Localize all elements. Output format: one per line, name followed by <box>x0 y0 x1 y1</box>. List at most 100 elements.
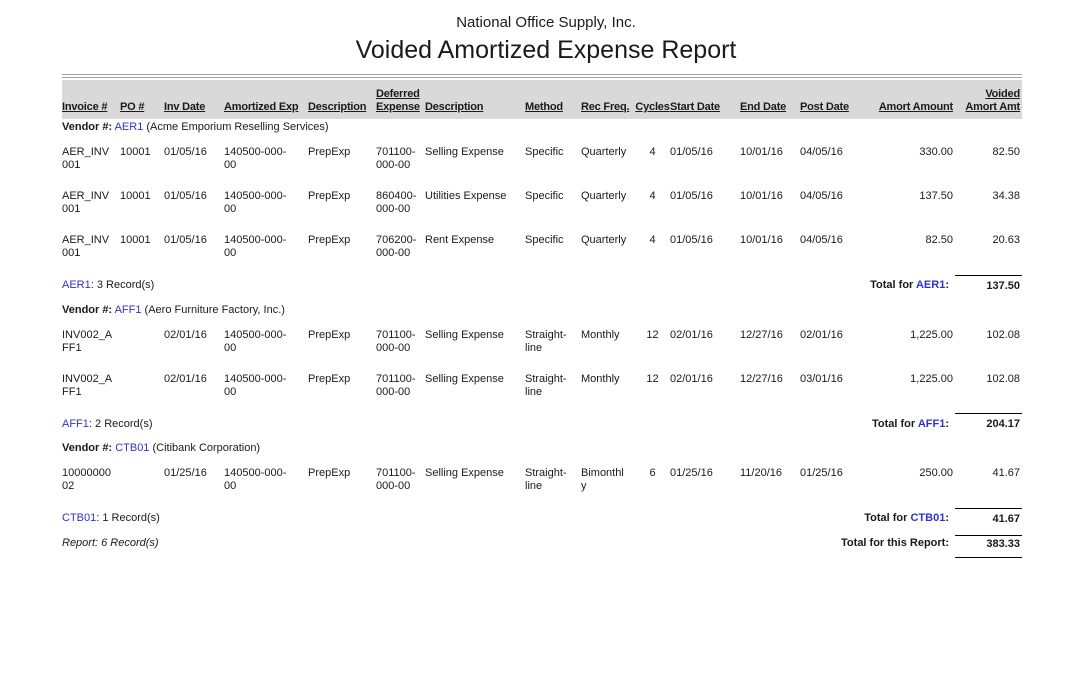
group-total-value: 137.50 <box>955 274 1022 302</box>
cell-start-date: 01/25/16 <box>670 467 713 479</box>
record-count-text: : 3 Record(s) <box>90 279 155 291</box>
expense-row: AER_INV001 10001 01/05/16 140500-000-00 Prep… <box>62 143 1022 187</box>
cell-deferred-expense: 701100-000-00 <box>376 372 416 398</box>
expense-row: AER_INV001 10001 01/05/16 140500-000-00 Prep… <box>62 187 1022 231</box>
cell-deferred-expense: 701100-000-00 <box>376 467 416 492</box>
cell-end-date: 10/01/16 <box>740 146 783 158</box>
column-header-po-number: PO # <box>120 101 145 113</box>
cell-deferred-description: Selling Expense <box>425 146 504 158</box>
cell-amort-amount: 250.00 <box>919 467 953 479</box>
cell-deferred-expense: 706200-000-00 <box>376 234 417 259</box>
total-for-colon: : <box>945 279 949 291</box>
total-for-text: Total for <box>871 417 916 430</box>
record-count-code[interactable]: AFF1 <box>62 417 89 430</box>
cell-deferred-description: Utilities Expense <box>425 190 507 202</box>
company-name: National Office Supply, Inc. <box>456 14 636 31</box>
cell-post-date: 02/01/16 <box>800 328 843 341</box>
cell-end-date: 12/27/16 <box>740 328 783 341</box>
cell-amort-amount: 137.50 <box>919 190 953 202</box>
cell-end-date: 10/01/16 <box>740 190 783 202</box>
group-total-row: AER1: 3 Record(s) Total for AER1: 137.50 <box>62 274 1022 302</box>
vendor-code-link[interactable]: AER1 <box>114 121 144 133</box>
cell-rec-freq: Quarterly <box>581 234 627 246</box>
cell-invoice-number: AER_INV001 <box>62 146 110 171</box>
record-count-text: : 2 Record(s) <box>88 417 153 430</box>
column-header-invoice-number: Invoice # <box>62 101 108 113</box>
cell-method: Straight-line <box>525 467 567 492</box>
total-for-code[interactable]: CTB01 <box>910 512 946 524</box>
column-header-voided-amort-amt: Voided Amort Amt <box>965 88 1020 113</box>
cell-description: PrepExp <box>308 372 351 385</box>
vendor-name: (Acme Emporium Reselling Services) <box>146 121 329 133</box>
record-count-code[interactable]: AER1 <box>62 279 91 291</box>
report-summary-row: Report: 6 Record(s) Total for this Report… <box>62 534 1022 558</box>
cell-amortized-exp: 140500-000-00 <box>224 372 287 398</box>
column-header-cycles: Cycles <box>635 101 670 113</box>
vendor-header: Vendor #: AER1 (Acme Emporium Reselling … <box>62 119 1022 143</box>
total-for-code[interactable]: AFF1 <box>917 417 946 430</box>
cell-rec-freq: Quarterly <box>581 190 627 202</box>
vendor-code-link[interactable]: AFF1 <box>114 303 142 316</box>
cell-description: PrepExp <box>308 467 351 479</box>
column-header-description: Description <box>308 101 367 113</box>
cell-invoice-number: 1000000002 <box>62 467 111 492</box>
expense-row: 1000000002 01/25/16 140500-000-00 PrepExp 70… <box>62 464 1022 508</box>
record-count-text: : 1 Record(s) <box>96 512 160 524</box>
cell-inv-date: 02/01/16 <box>164 372 207 385</box>
cell-po-number: 10001 <box>120 146 151 158</box>
column-header-row: Invoice # PO # Inv Date Amortized Exp Descri… <box>62 80 1022 119</box>
total-for-code[interactable]: AER1 <box>915 279 946 291</box>
total-for-colon: : <box>945 417 949 430</box>
group-total-value: 204.17 <box>955 413 1022 440</box>
cell-deferred-description: Selling Expense <box>425 467 504 479</box>
cell-post-date: 03/01/16 <box>800 372 843 385</box>
cell-voided-amort-amt: 20.63 <box>992 234 1020 246</box>
cell-po-number: 10001 <box>120 234 151 246</box>
cell-amort-amount: 1,225.00 <box>910 372 953 385</box>
cell-amortized-exp: 140500-000-00 <box>224 190 287 215</box>
expense-row: AER_INV001 10001 01/05/16 140500-000-00 Prep… <box>62 231 1022 275</box>
cell-cycles: 12 <box>646 328 659 341</box>
cell-rec-freq: Monthly <box>581 328 620 341</box>
cell-amortized-exp: 140500-000-00 <box>224 234 287 259</box>
cell-rec-freq: Monthly <box>581 372 620 385</box>
cell-invoice-number: INV002_AFF1 <box>62 328 113 354</box>
column-header-amortized-exp: Amortized Exp <box>224 101 299 113</box>
report-record-count: Report: 6 Record(s) <box>62 537 159 549</box>
vendor-header: Vendor #: AFF1 (Aero Furniture Factory, … <box>62 302 1022 326</box>
column-header-deferred-description: Description <box>425 101 484 113</box>
report-title: Voided Amortized Expense Report <box>355 36 737 64</box>
cell-inv-date: 01/05/16 <box>164 234 207 246</box>
expense-row: INV002_AFF1 02/01/16 140500-000-00 PrepExp 7… <box>62 326 1022 370</box>
cell-description: PrepExp <box>308 190 351 202</box>
cell-inv-date: 01/05/16 <box>164 190 207 202</box>
vendor-code-link[interactable]: CTB01 <box>115 442 150 454</box>
top-double-rule <box>62 74 1022 78</box>
vendor-label: Vendor #: <box>62 442 113 454</box>
group-total-label: Total for AER1: <box>800 275 955 302</box>
column-header-rec-freq: Rec Freq. <box>581 101 630 113</box>
cell-post-date: 04/05/16 <box>800 190 843 202</box>
cell-po-number <box>120 464 164 508</box>
column-header-start-date: Start Date <box>670 101 720 113</box>
cell-cycles: 4 <box>649 146 656 158</box>
cell-start-date: 02/01/16 <box>670 372 713 385</box>
report-total-label: Total for this Report: <box>841 537 949 549</box>
cell-post-date: 04/05/16 <box>800 234 843 246</box>
cell-voided-amort-amt: 34.38 <box>992 190 1020 202</box>
total-for-text: Total for <box>870 279 914 291</box>
cell-deferred-expense: 701100-000-00 <box>376 328 416 354</box>
report-total-value: 383.33 <box>955 534 1022 558</box>
cell-start-date: 01/05/16 <box>670 146 713 158</box>
expense-row: INV002_AFF1 02/01/16 140500-000-00 PrepExp 7… <box>62 370 1022 414</box>
cell-deferred-description: Selling Expense <box>425 328 504 341</box>
table-rows: Vendor #: AER1 (Acme Emporium Reselling … <box>62 119 1022 558</box>
vendor-name: (Citibank Corporation) <box>152 442 261 454</box>
cell-post-date: 04/05/16 <box>800 146 843 158</box>
cell-method: Specific <box>525 146 564 158</box>
record-count: AFF1: 2 Record(s) <box>62 414 800 441</box>
record-count-code[interactable]: CTB01 <box>62 512 97 524</box>
cell-inv-date: 01/05/16 <box>164 146 207 158</box>
column-header-end-date: End Date <box>740 101 787 113</box>
cell-voided-amort-amt: 102.08 <box>986 328 1020 341</box>
